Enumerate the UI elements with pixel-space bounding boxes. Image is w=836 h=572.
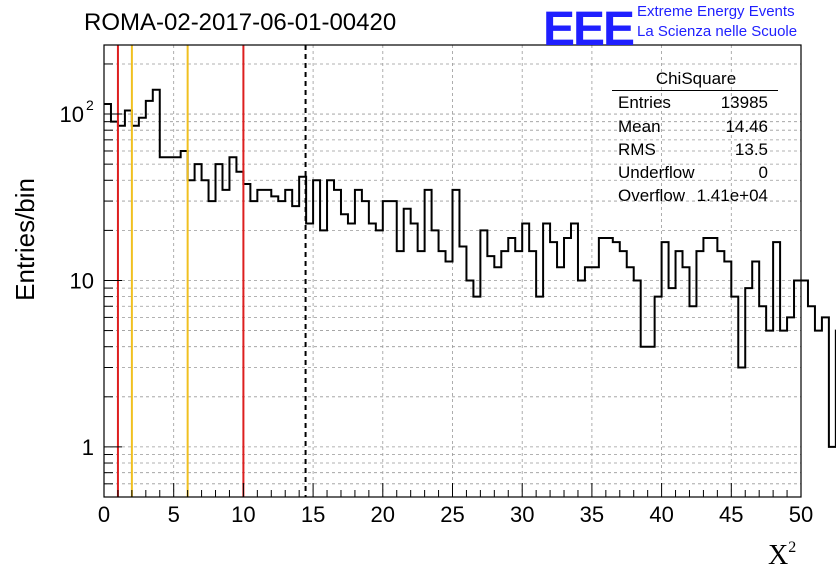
stat-row-mean: Mean 14.46 — [618, 117, 776, 141]
x-tick-label: 20 — [371, 502, 395, 527]
x-tick-label: 45 — [719, 502, 743, 527]
stat-row-underflow: Underflow 0 — [618, 163, 776, 187]
y-tick-label: 10 — [70, 268, 94, 293]
stat-row-overflow: Overflow 1.41e+04 — [618, 186, 776, 210]
stat-value: 14.46 — [725, 117, 768, 136]
x-axis-title: X2 — [768, 539, 796, 571]
x-tick-label: 30 — [510, 502, 534, 527]
y-tick-label: 1 — [82, 435, 94, 460]
x-tick-label: 0 — [98, 502, 110, 527]
stat-value: 1.41e+04 — [696, 186, 768, 205]
org-subtitle: La Scienza nelle Scuole — [637, 23, 798, 40]
x-axis-title-base: X — [768, 540, 788, 571]
eee-logo: EEE — [543, 3, 635, 56]
stat-label: Underflow — [618, 163, 695, 182]
x-tick-label: 15 — [301, 502, 325, 527]
stat-row-entries: Entries 13985 — [618, 93, 776, 117]
stat-value: 13.5 — [734, 140, 768, 159]
stats-title: ChiSquare — [655, 69, 737, 88]
x-tick-label: 5 — [168, 502, 180, 527]
x-tick-label: 25 — [440, 502, 464, 527]
stats-divider — [612, 90, 778, 91]
stat-label: Overflow — [618, 186, 686, 205]
x-tick-label: 35 — [580, 502, 604, 527]
stat-label: Mean — [618, 117, 661, 136]
stat-value: 13985 — [720, 93, 768, 112]
y-tick-label: 10 — [60, 102, 84, 127]
x-tick-label: 40 — [649, 502, 673, 527]
x-tick-label: 50 — [789, 502, 813, 527]
reference-lines — [116, 45, 307, 497]
y-axis-title: Entries/bin — [10, 178, 40, 301]
run-title: ROMA-02-2017-06-01-00420 — [84, 9, 397, 36]
y-tick-label-exponent: 2 — [86, 97, 94, 113]
stats-box: ChiSquare Entries 13985 Mean 14.46 RMS 1… — [612, 68, 780, 205]
stat-label: Entries — [618, 93, 671, 112]
histogram — [104, 88, 836, 448]
stat-value: 0 — [758, 163, 768, 182]
stat-row-rms: RMS 13.5 — [618, 140, 776, 164]
histogram-series-line — [104, 88, 836, 448]
x-axis-title-superscript: 2 — [788, 539, 796, 556]
stat-label: RMS — [618, 140, 656, 159]
grid — [104, 45, 801, 497]
org-name: Extreme Energy Events — [637, 3, 795, 20]
x-tick-label: 10 — [231, 502, 255, 527]
